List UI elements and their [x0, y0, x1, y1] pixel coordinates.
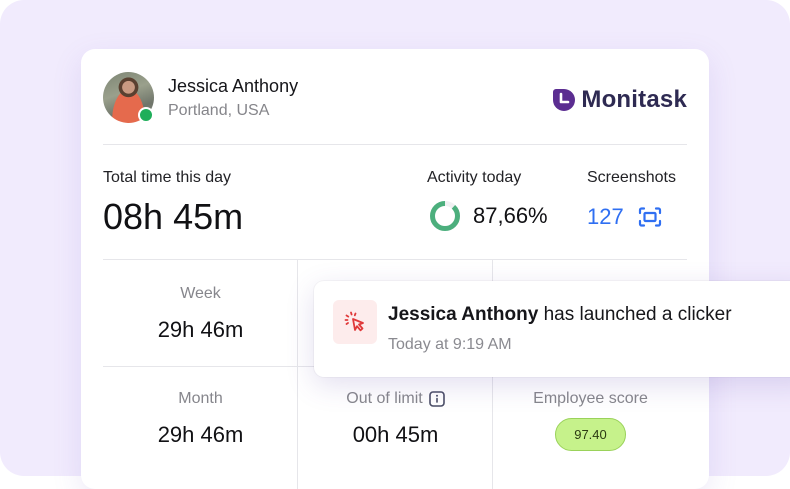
clock-logo-icon: [553, 89, 576, 111]
employee-score-badge: 97.40: [555, 418, 626, 451]
employee-card: Jessica Anthony Portland, USA Monitask T…: [81, 49, 709, 489]
cursor-click-icon: [344, 311, 364, 332]
activity-ring-icon: [430, 201, 460, 231]
clicker-notification[interactable]: Jessica Anthony has launched a clicker T…: [314, 281, 790, 377]
total-time-value: 08h 45m: [103, 196, 244, 237]
header-divider: [103, 144, 687, 145]
online-status-dot: [138, 107, 154, 123]
stat-week: Week 29h 46m: [103, 285, 298, 343]
month-label: Month: [178, 390, 223, 407]
total-time-label: Total time this day: [103, 169, 232, 186]
user-location: Portland, USA: [168, 102, 270, 119]
stat-month: Month 29h 46m: [103, 390, 298, 448]
week-value: 29h 46m: [157, 317, 244, 342]
out-of-limit-value: 00h 45m: [352, 422, 439, 447]
screenshot-capture-icon[interactable]: [638, 207, 662, 227]
screenshots-summary[interactable]: 127: [587, 204, 662, 230]
notification-time: Today at 9:19 AM: [388, 336, 512, 353]
screenshots-label: Screenshots: [587, 169, 676, 186]
stats-top-divider: [103, 259, 687, 260]
brand-logo: Monitask: [552, 86, 687, 114]
activity-label: Activity today: [427, 169, 522, 186]
notification-title: Jessica Anthony has launched a clicker: [388, 304, 732, 326]
notification-actor[interactable]: Jessica Anthony: [388, 304, 539, 325]
week-label: Week: [180, 285, 221, 302]
month-value: 29h 46m: [157, 422, 244, 447]
notification-message: has launched a clicker: [543, 304, 732, 325]
activity-value: 87,66%: [473, 203, 548, 228]
out-of-limit-label: Out of limit: [346, 390, 423, 407]
employee-score-label: Employee score: [533, 390, 648, 407]
out-of-limit-label-row: Out of limit: [346, 390, 445, 408]
user-name[interactable]: Jessica Anthony: [168, 76, 299, 96]
notification-icon-box: [333, 300, 377, 344]
activity-summary: 87,66%: [429, 200, 548, 232]
stat-employee-score: Employee score 97.40: [493, 390, 688, 451]
stat-out-of-limit: Out of limit 00h 45m: [298, 390, 493, 448]
stats-column-divider-1: [297, 259, 298, 489]
info-icon[interactable]: [428, 391, 445, 407]
brand-name: Monitask: [581, 86, 687, 113]
screenshots-count[interactable]: 127: [587, 204, 624, 229]
